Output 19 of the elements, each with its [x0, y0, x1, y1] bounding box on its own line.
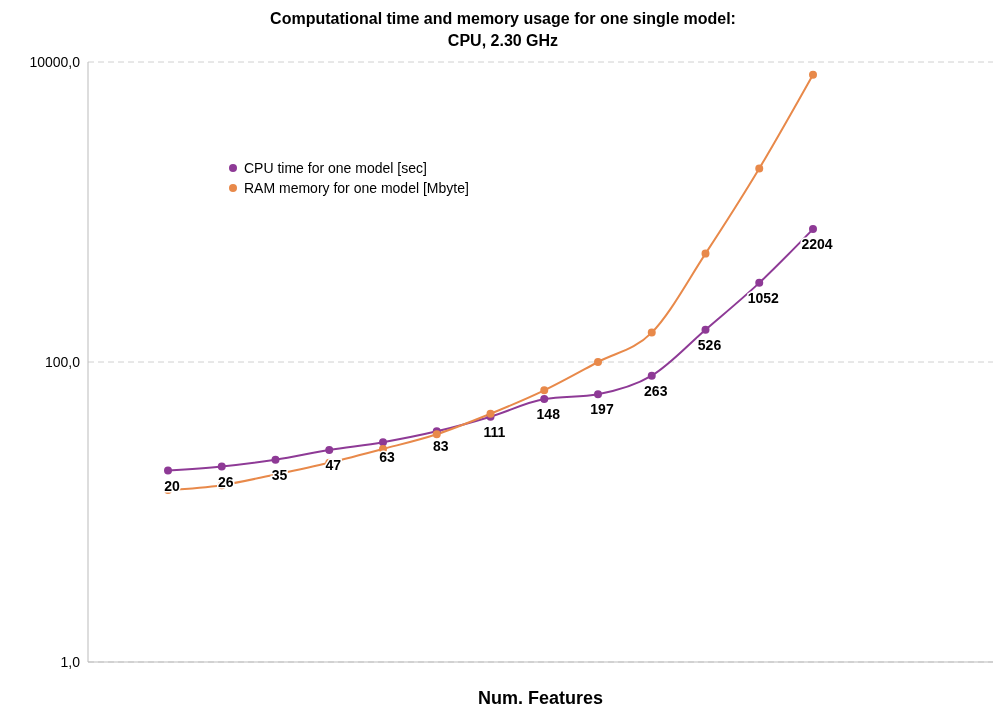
x-axis-title: Num. Features	[477, 688, 604, 708]
x-tick-label: 1052	[747, 289, 780, 306]
x-tick-label: 263	[644, 382, 668, 399]
x-tick-label: 63	[379, 449, 395, 466]
y-tick-label: 10000,0	[29, 53, 81, 70]
x-tick-label: 47	[325, 457, 342, 474]
x-tick-label: 526	[697, 336, 722, 353]
x-tick-label: 148	[536, 406, 561, 423]
chart-title: Computational time and memory usage for one single model:	[269, 9, 737, 29]
x-tick-label: 197	[590, 401, 614, 418]
x-tick-label: 2204	[801, 236, 833, 253]
legend-label: RAM memory for one model [Mbyte]	[244, 179, 469, 198]
legend-label: CPU time for one model [sec]	[244, 159, 427, 178]
y-tick-label: 1,0	[60, 653, 81, 670]
x-tick-label: 83	[432, 438, 449, 455]
y-tick-label: 100,0	[44, 353, 81, 370]
chart-subtitle: CPU, 2.30 GHz	[446, 31, 560, 51]
x-tick-label: 111	[483, 423, 506, 440]
x-tick-label: 35	[271, 466, 288, 483]
